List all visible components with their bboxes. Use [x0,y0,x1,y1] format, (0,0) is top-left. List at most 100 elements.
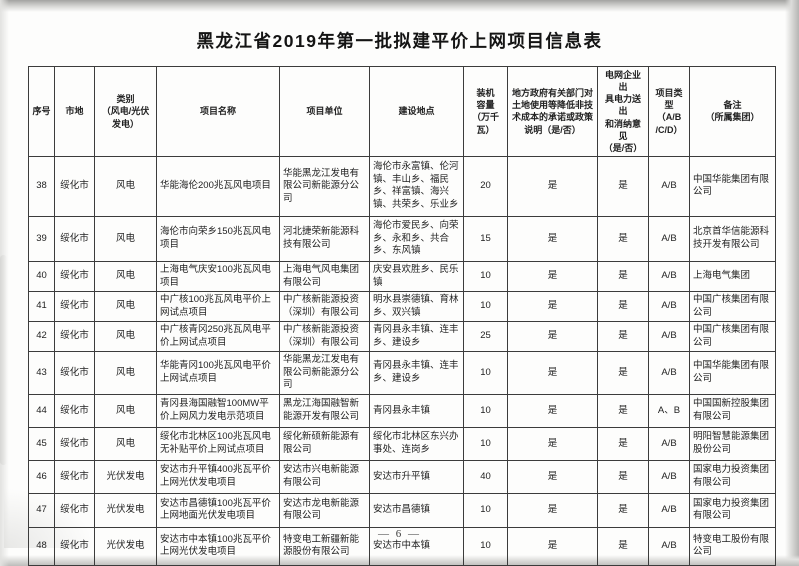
table-row: 48 绥化市 光伏发电 安达市中本镇100兆瓦平价上网光伏发电项目 特变电工新疆新能源股… [28,526,776,566]
cell-capacity: 10 [463,426,508,461]
cell-grid-opinion: 是 [597,426,649,461]
col-header-construction-site: 建设地点 [369,66,464,157]
cell-grid-opinion: 是 [597,492,649,528]
cell-capacity: 10 [463,526,508,566]
page-number: — 6 — [378,528,421,540]
cell-remarks-group: 中国国新控股集团有限公司 [689,393,776,428]
cell-capacity: 40 [463,459,508,494]
cell-remarks-group: 中国华能集团有限公司 [689,351,776,395]
cell-project-unit: 绥化新硕新能源有限公司 [279,426,370,461]
cell-capacity: 10 [463,260,508,293]
cell-project-unit: 上海电气风电集团有限公司 [279,260,370,293]
col-header-category: 类别 （风电/光伏 发电） [94,66,157,157]
table-row: 43 绥化市 风电 华能青冈100兆瓦风电平价上网试点项目 华能黑龙江发电有限公司新能源… [28,351,776,395]
cell-city: 绥化市 [54,260,95,293]
table-row: 39 绥化市 风电 海伦市向荣乡150兆瓦风电项目 河北捷荣新能源科技有限公司 海伦市爱民… [28,215,776,262]
cell-construction-site: 安达市升平镇 [369,459,464,494]
cell-project-type: A/B [648,321,690,353]
col-header-grid-opinion: 电网企业出 具电力送出 和消纳意见 （是/否） [597,66,649,157]
cell-category: 风电 [94,351,157,395]
cell-grid-opinion: 是 [597,291,649,323]
table-row: 47 绥化市 光伏发电 安达市昌德镇100兆瓦平价上网地面光伏发电项目 安达市龙电新能源… [28,492,776,528]
cell-category: 风电 [94,155,157,217]
cell-city: 绥化市 [54,155,95,217]
cell-capacity: 20 [463,155,508,217]
cell-city: 绥化市 [54,492,95,528]
cell-construction-site: 青冈县永丰镇 [369,393,464,428]
cell-project-unit: 华能黑龙江发电有限公司新能源分公司 [279,351,370,395]
cell-construction-site: 安达市中本镇 [369,526,464,566]
cell-remarks-group: 特变电工股份有限公司 [689,526,776,566]
cell-serial-no: 45 [28,426,55,461]
cell-project-type: A/B [648,351,690,395]
cell-remarks-group: 中国广核集团有限公司 [689,291,776,323]
cell-project-type: A、B [648,393,690,428]
project-info-table: 序号 市地 类别 （风电/光伏 发电） 项目名称 项目单位 建设地点 装机 容量 （万千瓦）… [28,66,776,566]
cell-remarks-group: 北京首华信能源科技开发有限公司 [689,215,776,262]
cell-construction-site: 庆安县欢胜乡、民乐镇 [369,260,464,293]
cell-serial-no: 38 [28,155,55,217]
col-header-capacity: 装机 容量 （万千瓦） [463,66,508,157]
cell-project-unit: 中广核新能源投资（深圳）有限公司 [279,291,370,323]
cell-land-policy-commitment: 是 [507,291,598,323]
cell-project-unit: 黑龙江海国融智新能源开发有限公司 [279,393,370,428]
cell-grid-opinion: 是 [597,459,649,494]
table-header-row: 序号 市地 类别 （风电/光伏 发电） 项目名称 项目单位 建设地点 装机 容量 （万千瓦）… [28,66,776,157]
cell-project-type: A/B [648,260,690,293]
cell-city: 绥化市 [54,393,95,428]
cell-category: 风电 [94,260,157,293]
cell-category: 光伏发电 [94,492,157,528]
cell-construction-site: 海伦市爱民乡、向荣乡、永和乡、共合乡、东风镇 [369,215,464,262]
cell-project-name: 安达市昌德镇100兆瓦平价上网地面光伏发电项目 [156,492,280,528]
cell-grid-opinion: 是 [597,393,649,428]
table-row: 40 绥化市 风电 上海电气庆安100兆瓦风电项目 上海电气风电集团有限公司 庆安县欢胜乡… [28,260,776,293]
cell-construction-site: 明水县崇德镇、育林乡、双兴镇 [369,291,464,323]
cell-construction-site: 海伦市永富镇、伦河镇、丰山乡、福民乡、祥富镇、海兴镇、共荣乡、乐业乡 [369,155,464,217]
cell-land-policy-commitment: 是 [507,351,598,395]
cell-land-policy-commitment: 是 [507,459,598,494]
cell-land-policy-commitment: 是 [507,260,598,293]
cell-remarks-group: 明阳智慧能源集团股份公司 [689,426,776,461]
table-row: 44 绥化市 风电 青冈县海国融智100MW平价上网风力发电示范项目 黑龙江海国融智新能… [28,393,776,428]
cell-category: 风电 [94,291,157,323]
cell-project-name: 安达市中本镇100兆瓦平价上网光伏发电项目 [156,526,280,566]
cell-capacity: 10 [463,393,508,428]
cell-project-type: A/B [648,291,690,323]
cell-category: 风电 [94,215,157,262]
cell-serial-no: 46 [28,459,55,494]
cell-city: 绥化市 [54,526,95,566]
cell-project-name: 华能青冈100兆瓦风电平价上网试点项目 [156,351,280,395]
col-header-project-name: 项目名称 [156,66,280,157]
col-header-remarks-group: 备注 （所属集团） [689,66,776,157]
cell-grid-opinion: 是 [597,321,649,353]
cell-construction-site: 绥化市北林区东兴办事处、连岗乡 [369,426,464,461]
cell-capacity: 25 [463,321,508,353]
cell-project-type: A/B [648,459,690,494]
cell-project-type: A/B [648,492,690,528]
cell-project-name: 华能海伦200兆瓦风电项目 [156,155,280,217]
cell-construction-site: 青冈县永丰镇、连丰乡、建设乡 [369,351,464,395]
cell-project-name: 绥化市北林区100兆瓦风电无补贴平价上网试点项目 [156,426,280,461]
table-row: 42 绥化市 风电 中广核青冈250兆瓦风电平价上网试点项目 中广核新能源投资（深圳）有… [28,321,776,353]
cell-project-type: A/B [648,155,690,217]
cell-grid-opinion: 是 [597,215,649,262]
cell-capacity: 10 [463,351,508,395]
cell-city: 绥化市 [54,215,95,262]
cell-construction-site: 安达市昌德镇 [369,492,464,528]
cell-project-unit: 河北捷荣新能源科技有限公司 [279,215,370,262]
cell-land-policy-commitment: 是 [507,426,598,461]
cell-serial-no: 47 [28,492,55,528]
cell-project-name: 中广核100兆瓦风电平价上网试点项目 [156,291,280,323]
cell-land-policy-commitment: 是 [507,155,598,217]
cell-city: 绥化市 [54,321,95,353]
cell-capacity: 10 [463,291,508,323]
cell-city: 绥化市 [54,351,95,395]
cell-serial-no: 39 [28,215,55,262]
cell-land-policy-commitment: 是 [507,526,598,566]
cell-project-unit: 特变电工新疆新能源股份有限公司 [279,526,370,566]
cell-category: 光伏发电 [94,459,157,494]
cell-grid-opinion: 是 [597,526,649,566]
cell-project-name: 上海电气庆安100兆瓦风电项目 [156,260,280,293]
cell-category: 风电 [94,393,157,428]
cell-grid-opinion: 是 [597,351,649,395]
